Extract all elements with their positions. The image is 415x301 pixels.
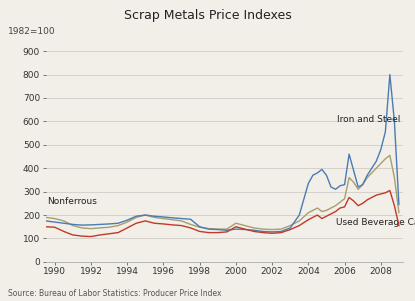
- Text: Scrap Metals Price Indexes: Scrap Metals Price Indexes: [124, 9, 291, 22]
- Text: Source: Bureau of Labor Statistics: Producer Price Index: Source: Bureau of Labor Statistics: Prod…: [8, 289, 222, 298]
- Text: Iron and Steel: Iron and Steel: [337, 115, 401, 124]
- Text: Nonferrous: Nonferrous: [47, 197, 98, 206]
- Text: 1982=100: 1982=100: [8, 27, 56, 36]
- Text: Used Beverage Can: Used Beverage Can: [335, 218, 415, 227]
